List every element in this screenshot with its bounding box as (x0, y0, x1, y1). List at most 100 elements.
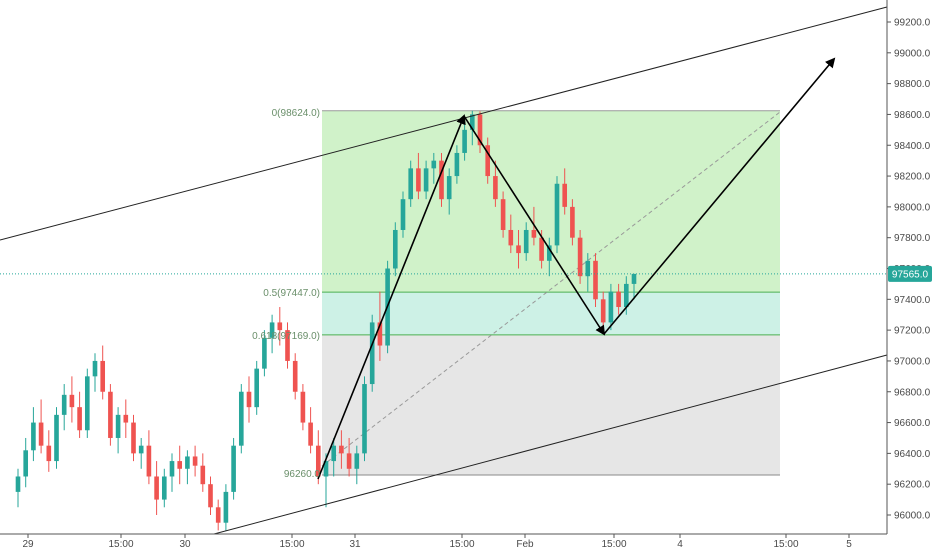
price-tick-label: 98800.0 (894, 79, 931, 90)
candle-body (146, 445, 152, 477)
candle-body (469, 114, 475, 130)
time-axis[interactable]: 29 15:00 30 15:00 31 15:00 Feb 15:00 4 15:00 5 (0, 533, 932, 550)
fib-zone-0-0.5 (322, 110, 780, 293)
candle-body (431, 160, 437, 169)
candle-body (31, 422, 36, 451)
candle-body (208, 484, 213, 508)
time-tick-label: 15:00 (279, 539, 304, 550)
candle-body (562, 183, 568, 207)
candle-body (400, 199, 406, 230)
candle-body (246, 391, 252, 408)
time-tick-label: 5 (846, 539, 852, 550)
fib-diagonal-dashed (321, 111, 781, 467)
candle-body (446, 176, 452, 200)
candle-body (200, 465, 206, 485)
candle-body (138, 445, 144, 454)
candle-body (131, 422, 136, 454)
candle-body (369, 322, 375, 385)
candle-body (77, 407, 82, 431)
price-tick-label: 96800.0 (894, 387, 931, 398)
candle-body (285, 330, 290, 361)
candle-body (631, 273, 637, 284)
candle-body (462, 129, 467, 153)
price-tick-label: 98000.0 (894, 202, 931, 213)
candle-body (454, 152, 460, 177)
candle-body (346, 453, 352, 469)
candle-body (315, 445, 321, 477)
candle-body (231, 445, 236, 492)
fib-zone-0.618-1 (322, 334, 780, 475)
candle-body (308, 422, 313, 446)
fib-retracement-zones (321, 110, 781, 476)
candle-body (108, 391, 113, 438)
fib-label-zero: 0(98624.0) (272, 108, 320, 119)
candle-body (616, 291, 621, 308)
candle-body (61, 394, 67, 415)
price-tick-label: 96200.0 (894, 480, 931, 491)
candle-body (477, 114, 483, 146)
candle-body (493, 176, 498, 200)
candle-body (485, 145, 491, 177)
candle-body (585, 260, 591, 277)
candle-body (516, 245, 521, 254)
price-tick-label: 96600.0 (894, 418, 931, 429)
price-tick-label: 98400.0 (894, 141, 931, 152)
fib-label-half: 0.5(97447.0) (263, 288, 320, 299)
candle-body (577, 237, 583, 277)
candle-body (154, 476, 159, 500)
price-tick-label: 96000.0 (894, 511, 931, 522)
candle-body (423, 168, 429, 192)
candle-body (377, 322, 383, 346)
candle-body (292, 360, 298, 392)
trend-drawings (0, 6, 888, 535)
price-tick-label: 96400.0 (894, 449, 931, 460)
current-price-tag-bg (888, 265, 932, 282)
candle-body (262, 337, 267, 369)
candle-body (238, 391, 244, 446)
candle-body (608, 291, 614, 323)
candle-body (362, 384, 367, 454)
candle-body (269, 322, 275, 338)
candle-body (223, 491, 229, 523)
candle-body (254, 368, 260, 408)
candle-body (46, 445, 52, 462)
lower-channel-line (213, 354, 888, 535)
candle-body (177, 461, 183, 469)
current-price-label: 97565.0 (892, 269, 929, 280)
time-tick-label: 15:00 (449, 539, 474, 550)
candle-body (169, 461, 175, 477)
candle-body (84, 376, 90, 431)
candle-body (593, 260, 598, 300)
candle-body (185, 456, 190, 469)
time-tick-label: 31 (349, 539, 361, 550)
candle-body (531, 229, 537, 238)
wave-down-arrow (463, 115, 606, 336)
price-tick-label: 99000.0 (894, 48, 931, 59)
time-tick-label: 15:00 (108, 539, 133, 550)
price-tick-label: 99200.0 (894, 18, 931, 29)
price-tick-label: 97800.0 (894, 233, 931, 244)
fib-label-one: 96260.0 (284, 469, 321, 480)
time-tick-label: 15:00 (773, 539, 798, 550)
candle-body (600, 299, 606, 323)
candle-body (554, 183, 560, 246)
price-tick-label: 97400.0 (894, 295, 931, 306)
candle-body (69, 394, 75, 408)
candle-body (23, 450, 29, 477)
time-tick-label: 4 (677, 539, 683, 550)
candle-body (215, 507, 221, 523)
candle-body (408, 168, 414, 200)
candle-body (323, 461, 329, 477)
time-tick-label: Feb (516, 539, 534, 550)
time-tick-label: 29 (22, 539, 34, 550)
candle-body (500, 199, 506, 230)
projected-up-arrow (603, 57, 836, 335)
candle-body (439, 160, 444, 200)
candle-body (546, 245, 552, 261)
price-tick-label: 97200.0 (894, 326, 931, 337)
candle-body (392, 229, 398, 269)
time-axis-bg (0, 534, 932, 550)
fib-level-labels: 0(98624.0) 0.5(97447.0) 0.618(97169.0) 9… (252, 108, 320, 480)
candle-body (123, 414, 129, 423)
